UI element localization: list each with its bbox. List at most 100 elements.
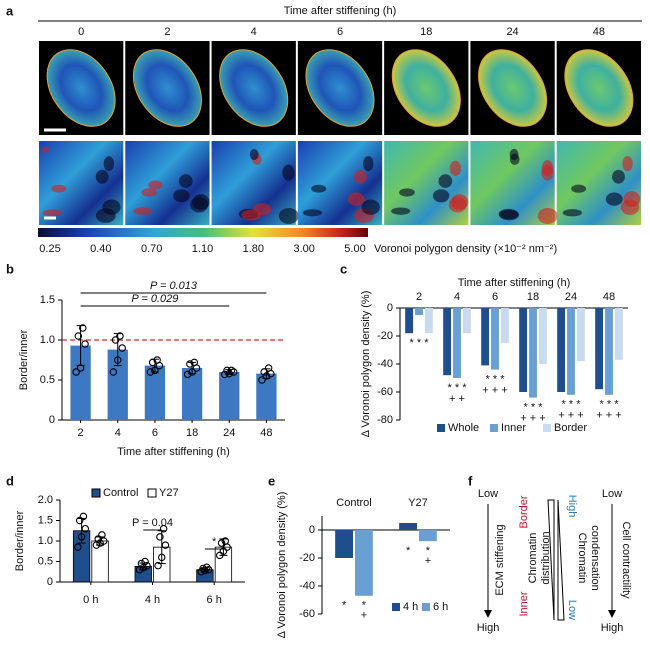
data-point — [141, 557, 149, 566]
significance-mark: * — [342, 600, 347, 612]
data-point — [74, 543, 82, 551]
texture — [432, 189, 450, 203]
x-tick-label: 6 — [152, 427, 158, 439]
data-point — [77, 533, 86, 541]
texture — [173, 189, 190, 203]
colorbar-tick-label: 5.00 — [344, 243, 365, 255]
bar — [219, 372, 240, 420]
y-axis-title: Border/inner — [14, 510, 26, 571]
data-point — [227, 366, 236, 375]
texture — [141, 188, 158, 197]
ecm-label: ECM stiffening — [494, 524, 506, 595]
y-tick-label: 0 — [309, 524, 315, 536]
panel-label: e — [268, 473, 275, 488]
y-tick-label: 1.0 — [40, 334, 55, 346]
data-point — [94, 535, 102, 543]
legend-label: Y27 — [159, 487, 179, 499]
bar — [453, 308, 461, 378]
bar — [144, 365, 166, 420]
data-point — [158, 553, 166, 562]
high-label: High — [566, 495, 578, 518]
nucleus-image — [478, 49, 548, 127]
texture — [605, 192, 623, 206]
bar — [399, 523, 417, 530]
data-point — [81, 524, 90, 533]
column-label: 4 — [251, 26, 257, 38]
x-tick-label: 4 — [115, 427, 121, 439]
y-axis-title: Border/inner — [18, 329, 30, 390]
bar — [355, 530, 373, 596]
texture — [438, 174, 453, 188]
x-tick-label: 4 h — [145, 594, 160, 606]
texture — [102, 199, 121, 215]
x-tick-label: 24 — [565, 291, 577, 303]
colorbar-tick-label: 1.80 — [243, 243, 264, 255]
legend-swatch — [490, 424, 498, 432]
colorbar-tick-label: 1.10 — [192, 243, 213, 255]
y-tick-label: 2.0 — [38, 494, 53, 506]
texture — [42, 209, 63, 217]
legend-label: 6 h — [433, 601, 448, 613]
y-tick-label: -20 — [299, 552, 315, 564]
bar — [538, 308, 547, 364]
legend-label: Border — [554, 422, 587, 434]
data-point — [221, 537, 230, 545]
y-tick-label: -40 — [377, 358, 393, 370]
data-point — [76, 364, 85, 372]
data-point — [217, 539, 226, 547]
significance-mark: * * * — [410, 337, 430, 349]
y-tick-label: -80 — [377, 414, 393, 426]
colorbar — [38, 228, 368, 237]
texture — [133, 207, 153, 215]
column-label: 2 — [164, 26, 170, 38]
data-point — [188, 368, 196, 376]
nucleus-image — [391, 49, 461, 127]
texture — [499, 209, 520, 221]
column-label: 24 — [506, 26, 518, 38]
legend-swatch — [91, 488, 101, 498]
chart-title: Time after stiffening (h) — [458, 277, 571, 289]
y-tick-label: 0.5 — [38, 555, 53, 567]
data-point — [199, 564, 207, 573]
texture — [541, 160, 554, 177]
bracket-label: P = 0.029 — [131, 293, 178, 305]
data-point — [98, 531, 106, 539]
texture — [241, 209, 262, 221]
texture — [391, 207, 411, 215]
y-axis-title: Δ Voronoi polygon density (%) — [360, 291, 372, 438]
x-tick-label: 18 — [186, 427, 198, 439]
wedge — [557, 499, 565, 621]
column-label: 48 — [593, 26, 605, 38]
distribution-label: distribution — [540, 531, 552, 584]
panel-a-title: Time after stiffening (h) — [284, 5, 397, 17]
data-point — [146, 368, 155, 376]
texture — [311, 184, 327, 193]
data-point — [81, 340, 89, 348]
texture — [562, 209, 583, 217]
panel-label: f — [468, 473, 473, 488]
texture — [347, 192, 365, 206]
bracket-label: P = 0.013 — [150, 280, 198, 292]
texture — [282, 164, 295, 181]
texture — [103, 156, 115, 172]
data-point — [79, 512, 88, 521]
data-point — [264, 364, 273, 372]
x-tick-label: Y27 — [408, 497, 428, 509]
data-point — [96, 539, 104, 547]
texture — [362, 156, 374, 172]
x-tick-label: 48 — [603, 291, 615, 303]
legend-label: 4 h — [403, 601, 418, 613]
colorbar-tick-label: 0.25 — [39, 243, 60, 255]
significance-mark: + — [425, 555, 431, 567]
significance-mark: * — [362, 600, 367, 612]
panel-label: d — [6, 473, 14, 488]
significance-mark: * — [406, 545, 411, 557]
y-tick-label: -20 — [377, 330, 393, 342]
texture — [399, 188, 415, 197]
legend-swatch — [543, 424, 551, 432]
annotation: * — [212, 536, 217, 548]
significance-mark: * * * — [486, 374, 506, 386]
data-point — [186, 360, 194, 368]
y-tick-label: 0.5 — [40, 374, 55, 386]
